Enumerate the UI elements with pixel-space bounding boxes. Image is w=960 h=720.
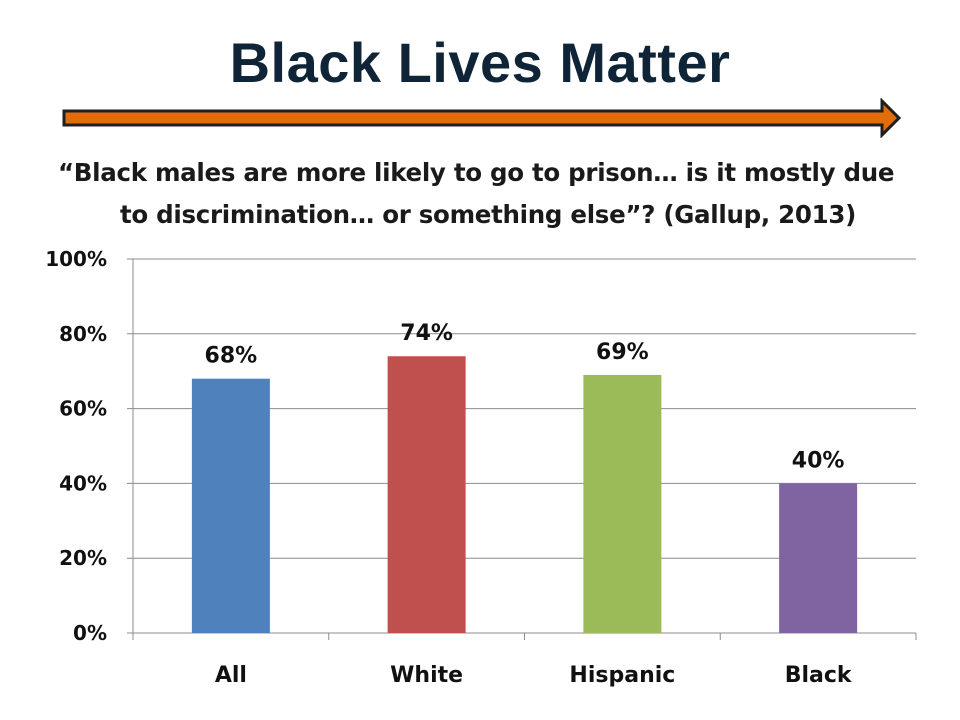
y-tick-label: 20%	[59, 546, 107, 570]
y-tick-label: 60%	[59, 397, 107, 421]
data-label: 69%	[596, 340, 649, 365]
bar-black	[779, 483, 858, 633]
bar-hispanic	[583, 374, 662, 633]
category-label: Hispanic	[569, 663, 675, 688]
category-label: All	[215, 663, 247, 688]
data-label: 68%	[205, 344, 258, 369]
category-label: Black	[785, 663, 853, 688]
y-tick-label: 0%	[73, 621, 107, 645]
category-label: White	[390, 663, 463, 688]
bar-all	[191, 378, 270, 633]
y-tick-label: 40%	[59, 471, 107, 495]
bar-white	[387, 356, 466, 633]
data-label: 74%	[400, 321, 453, 346]
y-tick-label: 100%	[45, 247, 107, 271]
data-label: 40%	[792, 448, 845, 473]
chart-subtitle: “Black males are more likely to go to pr…	[58, 158, 895, 229]
slide-title: Black Lives Matter	[229, 31, 731, 94]
right-arrow-icon	[62, 98, 902, 138]
y-tick-label: 80%	[59, 322, 107, 346]
